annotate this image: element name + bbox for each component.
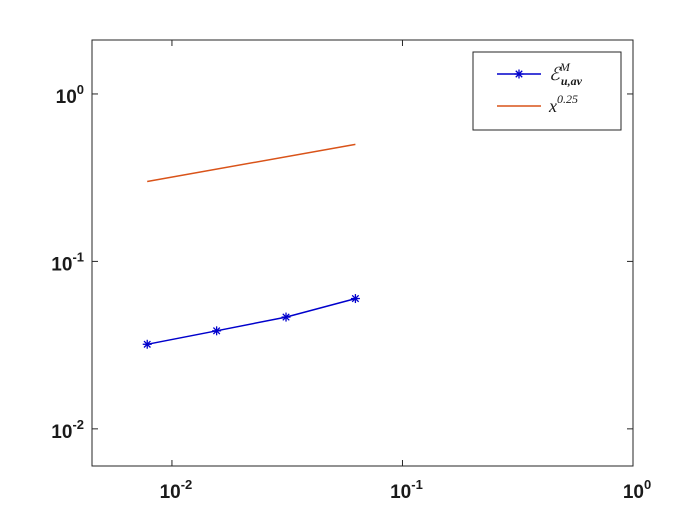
legend-box	[472, 51, 622, 131]
y-tick-label: 100	[56, 82, 84, 108]
legend-label-0: ℰM u,av	[549, 60, 583, 88]
legend-label-1: x0.25	[548, 92, 578, 116]
series-line-1	[147, 143, 356, 183]
series-line-0	[147, 297, 356, 346]
data-point	[212, 326, 222, 336]
x-tick-label: 10-2	[160, 477, 193, 503]
series-layer	[142, 143, 360, 349]
data-point	[142, 339, 152, 349]
x-tick-label: 100	[623, 477, 651, 503]
x-tick-label: 10-1	[390, 477, 423, 503]
legend: ℰM u,av x0.25	[472, 51, 622, 131]
legend-marker	[514, 69, 524, 79]
data-point	[350, 294, 360, 304]
data-point	[281, 312, 291, 322]
axis-ticks: 10-2 10-1 100 10-2 10-1 100	[51, 40, 651, 503]
y-tick-label: 10-1	[51, 249, 84, 275]
y-tick-label: 10-2	[51, 417, 84, 443]
